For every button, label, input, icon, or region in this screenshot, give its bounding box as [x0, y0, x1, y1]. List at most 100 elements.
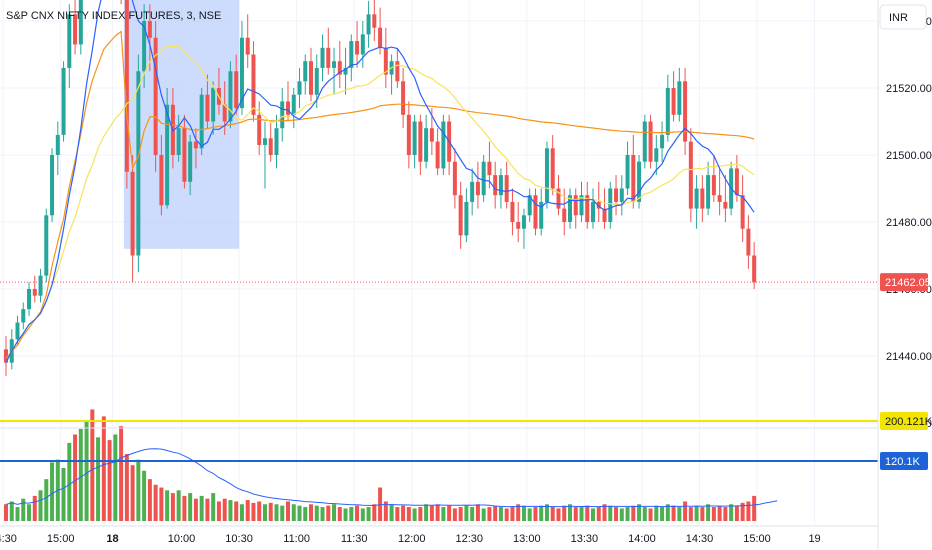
candle-body: [61, 67, 66, 135]
candle-body: [401, 81, 406, 115]
candle-body: [521, 215, 526, 229]
x-tick-label: 19: [808, 533, 820, 545]
candle-body: [73, 14, 78, 45]
candle-body: [677, 81, 682, 115]
candle-body: [274, 128, 279, 155]
volume-bar: [84, 420, 89, 521]
candle-body: [251, 54, 256, 115]
volume-bar: [239, 504, 244, 521]
candle-body: [280, 101, 285, 129]
volume-bar: [487, 507, 492, 521]
volume-bar: [683, 501, 688, 521]
x-tick-label: 11:00: [283, 533, 310, 545]
volume-bar: [228, 500, 233, 521]
candle-body: [429, 128, 434, 142]
volume-bar: [188, 493, 193, 521]
volume-bar: [27, 504, 32, 521]
candle-body: [50, 155, 55, 216]
candle-body: [579, 195, 584, 216]
volume-bar: [136, 459, 141, 521]
volume-bar: [332, 504, 337, 521]
volume-bar: [257, 501, 262, 521]
candle-body: [562, 208, 567, 222]
candle-body: [435, 141, 440, 169]
candle-body: [182, 128, 187, 182]
volume-bar: [516, 504, 521, 521]
volume-bar: [706, 504, 711, 521]
candle-body: [15, 322, 20, 340]
volume-bar: [320, 507, 325, 521]
candle-body: [550, 148, 555, 189]
volume-level-low-badge-label: 120.1K: [885, 456, 921, 468]
candle-body: [734, 168, 739, 196]
volume-bar: [533, 507, 538, 521]
volume-bar: [280, 505, 285, 521]
candle-body: [631, 155, 636, 202]
volume-bar: [585, 505, 590, 521]
candle-body: [527, 195, 532, 216]
volume-bar: [251, 502, 256, 521]
candle-body: [700, 188, 705, 209]
candle-body: [188, 141, 193, 182]
candle-body: [291, 94, 296, 115]
candle-body: [475, 181, 480, 196]
volume-bar: [326, 505, 331, 521]
x-tick-label: 12:30: [456, 533, 484, 545]
volume-bar: [38, 490, 43, 521]
volume-bar: [550, 507, 555, 521]
candle-body: [665, 88, 670, 135]
candle-body: [360, 34, 365, 55]
volume-bar: [309, 504, 314, 521]
slow-ma-line: [5, 45, 755, 363]
candle-body: [412, 121, 417, 155]
last-price-badge-label: 21462.05: [885, 277, 931, 289]
volume-bar: [153, 484, 158, 521]
volume-bar: [498, 507, 503, 521]
x-tick-label: 10:30: [225, 533, 253, 545]
candle-body: [556, 188, 561, 209]
volume-bar: [303, 507, 308, 521]
candle-body: [297, 81, 302, 95]
candle-body: [124, 0, 129, 172]
volume-bar: [15, 507, 20, 521]
volume-bar: [562, 505, 567, 521]
volume-bar: [510, 507, 515, 521]
candle-body: [136, 71, 141, 256]
volume-bar: [734, 505, 739, 521]
volume-bar: [429, 505, 434, 521]
highlight-zone[interactable]: [123, 0, 240, 249]
x-tick-label: 13:30: [571, 533, 599, 545]
candle-body: [268, 138, 273, 155]
candle-body: [67, 14, 72, 68]
y-tick-label: 21440.00: [886, 351, 932, 363]
volume-bar: [90, 409, 95, 521]
candle-body: [337, 61, 342, 75]
volume-bar: [159, 487, 164, 521]
volume-bar: [9, 501, 14, 521]
candle-body: [602, 208, 607, 222]
volume-bar: [740, 502, 745, 521]
volume-bar: [222, 498, 227, 521]
candle-body: [683, 81, 688, 142]
volume-bar: [44, 479, 49, 521]
volume-bar: [424, 504, 429, 521]
candle-body: [222, 104, 227, 122]
candle-body: [314, 67, 319, 95]
x-tick-label: 11:30: [341, 533, 368, 545]
x-tick-label: 18: [106, 533, 118, 545]
candle-body: [55, 134, 60, 155]
volume-bar: [539, 505, 544, 521]
volume-bar: [234, 501, 239, 521]
volume-bar: [723, 507, 728, 521]
volume-bar: [458, 507, 463, 521]
volume-bar: [142, 470, 147, 521]
volume-bar: [67, 442, 72, 521]
currency-button[interactable]: INR: [879, 4, 927, 30]
volume-bar: [211, 493, 216, 521]
volume-bar: [521, 505, 526, 521]
candle-body: [481, 161, 486, 196]
volume-bar: [504, 508, 509, 521]
volume-level-high-badge-bg: [880, 411, 928, 430]
volume-bar: [96, 437, 101, 521]
